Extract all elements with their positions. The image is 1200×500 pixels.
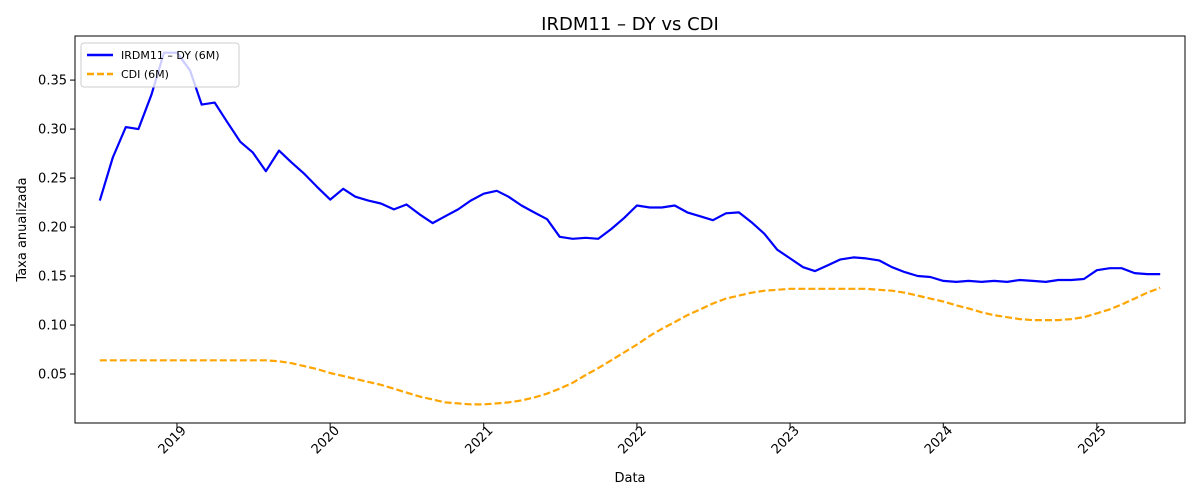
legend: IRDM11 – DY (6M) CDI (6M)	[80, 42, 240, 88]
series-line-0	[98, 51, 1161, 283]
series-line-1	[99, 286, 1161, 406]
legend-label-cdi: CDI (6M)	[121, 68, 169, 81]
y-tick-label: 0.20	[38, 221, 67, 236]
x-axis-label: Data	[614, 471, 645, 486]
plot-area	[74, 35, 1186, 424]
y-tick-label: 0.35	[38, 74, 67, 89]
y-tick-label: 0.10	[38, 319, 67, 334]
y-axis: 0.05 0.10 0.15 0.20 0.25 0.30 0.35	[38, 74, 75, 383]
y-tick-label: 0.25	[38, 172, 67, 187]
legend-label-irdm11: IRDM11 – DY (6M)	[121, 49, 220, 62]
y-axis-label: Taxa anualizada	[15, 177, 30, 282]
series-layer	[98, 51, 1161, 406]
y-tick-label: 0.05	[38, 368, 67, 383]
y-tick-label: 0.15	[38, 270, 67, 285]
axes-frame	[74, 35, 1186, 424]
chart-title: IRDM11 – DY vs CDI	[541, 14, 719, 35]
legend-box	[80, 42, 240, 88]
y-tick-label: 0.30	[38, 123, 67, 138]
